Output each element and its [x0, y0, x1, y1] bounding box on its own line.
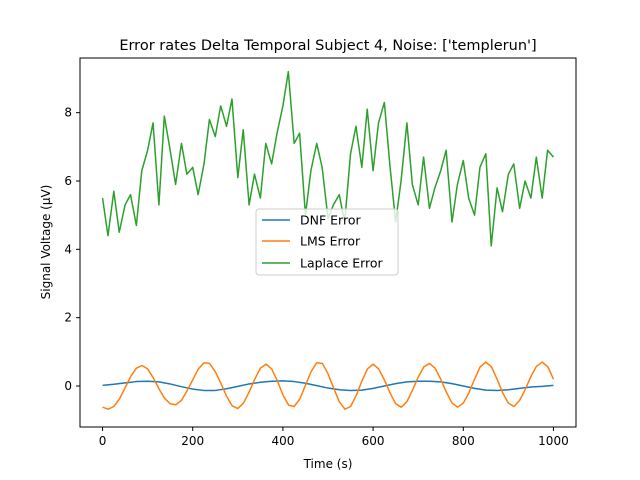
x-tick-label: 200: [181, 434, 204, 448]
y-axis-label: Signal Voltage (μV): [39, 185, 53, 300]
legend-label-dnf: DNF Error: [300, 213, 361, 228]
legend-label-lms: LMS Error: [300, 234, 361, 249]
y-tick-label: 0: [64, 379, 72, 393]
y-tick-label: 4: [64, 242, 72, 256]
series-line-lms-error: [102, 361, 555, 410]
chart-title: Error rates Delta Temporal Subject 4, No…: [119, 38, 536, 54]
x-tick-label: 1000: [538, 434, 569, 448]
x-tick-label: 0: [99, 434, 107, 448]
x-tick-label: 400: [271, 434, 294, 448]
axes-frame: [79, 57, 577, 428]
y-tick-label: 2: [64, 311, 72, 325]
x-axis: 0 200 400 600 800 1000: [99, 427, 569, 448]
x-tick-label: 800: [452, 434, 475, 448]
legend: DNF Error LMS Error Laplace Error: [255, 208, 399, 276]
x-tick-label: 600: [362, 434, 385, 448]
y-tick-label: 6: [64, 174, 72, 188]
y-axis: 0 2 4 6 8: [64, 106, 80, 393]
x-axis-label: Time (s): [303, 457, 353, 471]
legend-label-laplace: Laplace Error: [300, 256, 384, 271]
y-tick-label: 8: [64, 106, 72, 120]
legend-box: [255, 208, 399, 276]
series-line-dnf-error: [102, 380, 554, 392]
